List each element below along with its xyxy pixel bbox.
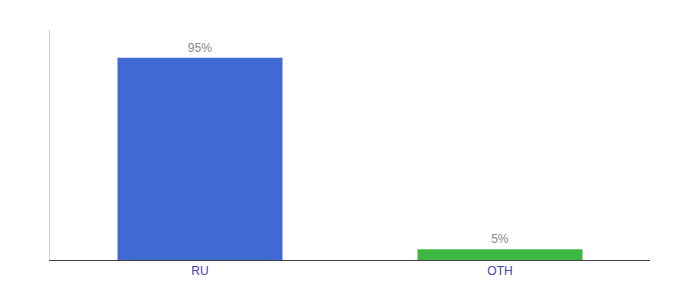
svg-text:5%: 5%: [491, 232, 509, 246]
svg-text:95%: 95%: [188, 41, 212, 55]
svg-text:RU: RU: [191, 264, 208, 278]
svg-text:OTH: OTH: [487, 264, 512, 278]
